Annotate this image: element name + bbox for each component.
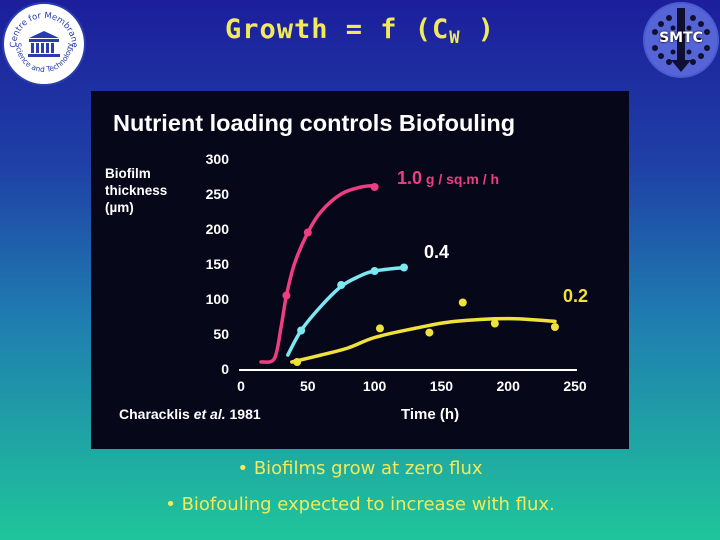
y-tick-label-5: 250 <box>206 186 230 202</box>
y-axis-label-line-3: (µm) <box>105 200 134 215</box>
membrane-centre-logo: Centre for Membrane Science and Technolo… <box>2 2 86 86</box>
slide-title: Growth = f (CW ) <box>224 14 496 48</box>
citation: Characklis et al. 1981 <box>119 406 261 422</box>
series-0-2-point-2 <box>425 328 434 337</box>
x-tick-label-1: 50 <box>300 378 316 394</box>
chart-title: Nutrient loading controls Biofouling <box>113 110 515 136</box>
series-1-0-label: 1.0 g / sq.m / h <box>397 168 499 188</box>
bullet-zero-flux: • Biofilms grow at zero flux <box>237 458 483 479</box>
smtc-logo: SMTC <box>643 2 719 78</box>
y-tick-label-1: 50 <box>213 326 229 342</box>
bullet-flux-increase: • Biofouling expected to increase with f… <box>165 494 555 515</box>
series-0-4-point-1 <box>337 281 346 289</box>
series-0-2-point-1 <box>375 324 384 333</box>
series-0-2-point-4 <box>490 319 499 328</box>
series-0-2-point-0 <box>293 358 302 366</box>
series-0-2-line <box>290 316 557 364</box>
series-0-2-point-3 <box>458 298 467 307</box>
series-0-2-label: 0.2 <box>563 286 588 306</box>
y-tick-label-6: 300 <box>206 151 230 167</box>
biofouling-chart: Nutrient loading controls Biofouling Bio… <box>105 110 588 423</box>
x-tick-label-5: 250 <box>563 378 587 394</box>
x-tick-label-3: 150 <box>430 378 454 394</box>
x-tick-label-4: 200 <box>497 378 521 394</box>
series-0-4-point-0 <box>297 326 306 335</box>
x-axis-label: Time (h) <box>401 406 459 423</box>
x-tick-label-2: 100 <box>363 378 387 394</box>
series-1-0-point-2 <box>370 183 379 191</box>
chart-photo: Nutrient loading controls Biofouling Bio… <box>91 91 629 449</box>
y-axis-label-line-2: thickness <box>105 183 167 198</box>
y-tick-label-3: 150 <box>206 256 230 272</box>
series-0-4-point-3 <box>399 263 408 272</box>
y-tick-label-0: 0 <box>221 361 229 377</box>
y-tick-label-4: 200 <box>206 221 230 237</box>
series-1-0-point-1 <box>303 228 312 237</box>
smtc-label: SMTC <box>659 30 703 46</box>
series-0-4-line <box>286 265 406 357</box>
x-tick-label-0: 0 <box>237 378 245 394</box>
series-0-4-point-2 <box>370 267 379 275</box>
smtc-membrane-icon <box>645 4 717 76</box>
y-axis-label-line-1: Biofilm <box>105 166 151 181</box>
series-1-0-point-0 <box>282 291 291 300</box>
series-1-0-line <box>259 183 377 364</box>
series-0-4-label: 0.4 <box>424 242 449 262</box>
y-tick-label-2: 100 <box>206 291 230 307</box>
unesco-seal-icon: Centre for Membrane Science and Technolo… <box>9 11 79 74</box>
series-0-2-point-5 <box>550 323 559 331</box>
